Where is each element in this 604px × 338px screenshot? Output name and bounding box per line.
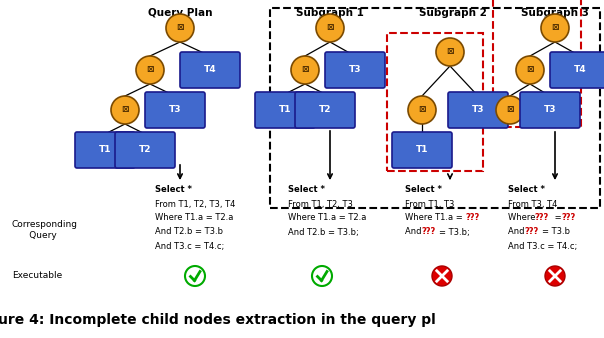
FancyBboxPatch shape <box>550 52 604 88</box>
Text: From T1, T2, T3, T4: From T1, T2, T3, T4 <box>155 199 236 209</box>
Bar <box>493 0 581 127</box>
FancyBboxPatch shape <box>325 52 385 88</box>
Text: And T3.c = T4.c;: And T3.c = T4.c; <box>508 241 577 250</box>
Text: ⊠: ⊠ <box>121 105 129 115</box>
Circle shape <box>185 266 205 286</box>
Text: Where T1.a = T2.a: Where T1.a = T2.a <box>288 214 367 222</box>
Text: ???: ??? <box>421 227 435 237</box>
FancyBboxPatch shape <box>75 132 135 168</box>
Text: ⊠: ⊠ <box>418 105 426 115</box>
Circle shape <box>291 56 319 84</box>
Circle shape <box>545 266 565 286</box>
Text: ⊠: ⊠ <box>176 24 184 32</box>
FancyBboxPatch shape <box>145 92 205 128</box>
Text: ???: ??? <box>534 214 548 222</box>
Circle shape <box>408 96 436 124</box>
Bar <box>387 33 483 171</box>
Text: Subgraph 3: Subgraph 3 <box>521 8 589 18</box>
Text: T2: T2 <box>319 105 331 115</box>
Text: Query Plan: Query Plan <box>148 8 212 18</box>
Text: ⊠: ⊠ <box>526 66 534 74</box>
Text: Where T1.a =: Where T1.a = <box>405 214 465 222</box>
FancyBboxPatch shape <box>520 92 580 128</box>
Text: T3: T3 <box>544 105 556 115</box>
Text: Select *: Select * <box>405 186 442 194</box>
Text: And T3.c = T4.c;: And T3.c = T4.c; <box>155 241 224 250</box>
Text: ⊠: ⊠ <box>326 24 334 32</box>
Text: T3: T3 <box>472 105 484 115</box>
Text: T4: T4 <box>574 66 586 74</box>
Circle shape <box>111 96 139 124</box>
Text: ⊠: ⊠ <box>446 48 454 56</box>
Text: Select *: Select * <box>155 186 192 194</box>
Text: And: And <box>508 227 527 237</box>
Text: T2: T2 <box>139 145 151 154</box>
Text: = T3.b;: = T3.b; <box>439 227 470 237</box>
Text: Where T1.a = T2.a: Where T1.a = T2.a <box>155 214 233 222</box>
Text: =: = <box>552 214 564 222</box>
Text: T3: T3 <box>349 66 361 74</box>
Text: ⊠: ⊠ <box>301 66 309 74</box>
Circle shape <box>496 96 524 124</box>
Text: ⊠: ⊠ <box>551 24 559 32</box>
Text: From T1, T2, T3: From T1, T2, T3 <box>288 199 353 209</box>
FancyBboxPatch shape <box>180 52 240 88</box>
Text: = T3.b: = T3.b <box>542 227 570 237</box>
Text: T1: T1 <box>416 145 428 154</box>
Text: And: And <box>405 227 424 237</box>
FancyBboxPatch shape <box>295 92 355 128</box>
Circle shape <box>166 14 194 42</box>
Text: T1: T1 <box>98 145 111 154</box>
Text: ⊠: ⊠ <box>146 66 154 74</box>
Text: Select *: Select * <box>288 186 325 194</box>
Text: ⊠: ⊠ <box>506 105 514 115</box>
FancyBboxPatch shape <box>392 132 452 168</box>
Text: From T3, T4: From T3, T4 <box>508 199 557 209</box>
Text: And T2.b = T3.b: And T2.b = T3.b <box>155 227 223 237</box>
Circle shape <box>436 38 464 66</box>
Circle shape <box>432 266 452 286</box>
Circle shape <box>541 14 569 42</box>
Circle shape <box>136 56 164 84</box>
Text: Executable: Executable <box>12 271 62 281</box>
Text: ???: ??? <box>465 214 479 222</box>
Text: ???: ??? <box>524 227 538 237</box>
Text: Corresponding
      Query: Corresponding Query <box>12 220 78 240</box>
Text: Select *: Select * <box>508 186 545 194</box>
Text: Subgraph 1: Subgraph 1 <box>296 8 364 18</box>
Text: T1: T1 <box>279 105 291 115</box>
FancyBboxPatch shape <box>115 132 175 168</box>
Text: ure 4: Incomplete child nodes extraction in the query pl: ure 4: Incomplete child nodes extraction… <box>0 313 435 327</box>
Bar <box>270 8 600 208</box>
Circle shape <box>312 266 332 286</box>
Text: And T2.b = T3.b;: And T2.b = T3.b; <box>288 227 359 237</box>
Text: T3: T3 <box>169 105 181 115</box>
FancyBboxPatch shape <box>448 92 508 128</box>
Text: T4: T4 <box>204 66 216 74</box>
Circle shape <box>316 14 344 42</box>
Text: Where: Where <box>508 214 538 222</box>
Text: ???: ??? <box>561 214 575 222</box>
FancyBboxPatch shape <box>255 92 315 128</box>
Text: From T1, T3: From T1, T3 <box>405 199 454 209</box>
Circle shape <box>516 56 544 84</box>
Text: Subgraph 2: Subgraph 2 <box>419 8 487 18</box>
